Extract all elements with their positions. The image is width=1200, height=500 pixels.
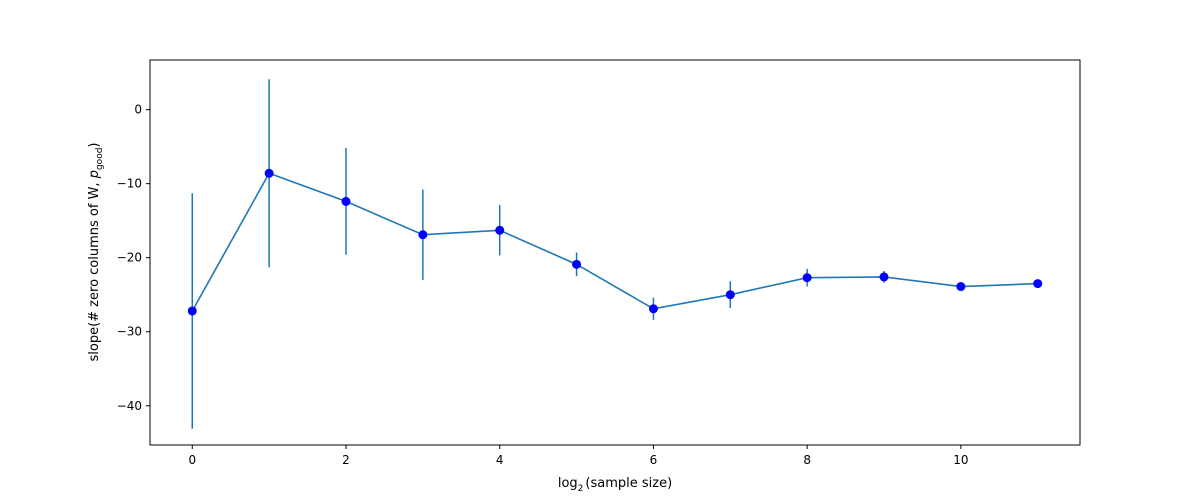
series-line (191, 172, 1038, 312)
y-axis-label-close: ) (87, 143, 102, 148)
data-point (1033, 279, 1043, 289)
data-markers (187, 168, 1043, 316)
y-axis-label-main: slope(# zero columns of W, (87, 178, 102, 361)
data-point (572, 259, 582, 269)
y-tick-label: −10 (117, 177, 142, 191)
x-tick-label: 8 (803, 453, 811, 467)
data-point (187, 306, 197, 316)
x-tick-label: 2 (342, 453, 350, 467)
y-tick-label: −20 (117, 251, 142, 265)
data-point (341, 196, 351, 206)
plot-frame (149, 59, 1081, 446)
data-point (418, 230, 428, 240)
y-tick-label: −40 (117, 399, 142, 413)
data-point (956, 282, 966, 292)
x-tick-label: 6 (650, 453, 658, 467)
y-tick-label: −30 (117, 325, 142, 339)
y-axis-ticks: 0 −10 −20 −30 −40 (117, 103, 150, 413)
data-point (264, 168, 274, 178)
x-axis-label-sub: 2 (578, 484, 584, 494)
data-point (802, 273, 812, 283)
x-axis-label-base: log (558, 476, 578, 491)
y-axis-label: slope(# zero columns of W, pgood) (87, 143, 105, 362)
data-point (725, 290, 735, 300)
data-point (495, 225, 505, 235)
x-tick-label: 0 (188, 453, 196, 467)
y-tick-label: 0 (134, 103, 142, 117)
data-point (879, 272, 889, 282)
error-bars (191, 79, 1039, 429)
y-axis-label-var: p (87, 170, 102, 179)
x-axis-ticks: 0 2 4 6 8 10 (188, 445, 969, 467)
x-axis-label-rest: (sample size) (585, 476, 672, 491)
data-point (648, 304, 658, 314)
x-tick-label: 4 (496, 453, 504, 467)
y-axis-label-sub: good (95, 148, 105, 170)
x-tick-label: 10 (953, 453, 968, 467)
x-axis-label: log2 (sample size) (558, 476, 672, 494)
